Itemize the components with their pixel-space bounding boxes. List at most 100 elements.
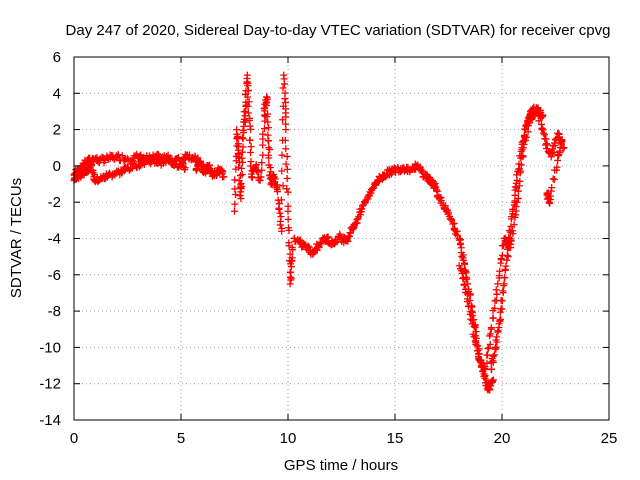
series-arc-morning-lower	[70, 155, 189, 186]
data-point-fill	[236, 172, 244, 180]
data-point-fill	[283, 152, 291, 160]
data-point-fill	[279, 84, 287, 92]
data-point-fill	[513, 171, 521, 179]
data-point-fill	[240, 129, 248, 137]
x-tick-label: 5	[177, 430, 185, 447]
data-point-fill	[279, 182, 287, 190]
data-point-fill	[282, 113, 290, 121]
data-point-fill	[489, 314, 497, 322]
data-point	[489, 376, 497, 384]
data-point-fill	[553, 163, 561, 171]
data-point-fill	[358, 205, 366, 213]
x-tick-label: 25	[601, 430, 618, 447]
data-point-fill	[265, 124, 273, 132]
data-point-fill	[287, 257, 295, 265]
data-point-fill	[237, 188, 245, 196]
y-tick-label: -14	[39, 412, 61, 429]
data-point-fill	[238, 171, 246, 179]
data-point-fill	[552, 135, 560, 143]
data-point-fill	[270, 174, 278, 182]
data-point-fill	[287, 274, 295, 282]
data-point-fill	[460, 280, 468, 288]
y-tick-label: -8	[48, 303, 61, 320]
data-point-fill	[276, 209, 284, 217]
data-point-fill	[237, 179, 245, 187]
data-point-fill	[244, 102, 252, 110]
data-point-fill	[192, 155, 200, 163]
data-point-fill	[259, 130, 267, 138]
series-arc-storm-scatter	[231, 71, 297, 288]
data-point-fill	[487, 330, 495, 338]
data-point-fill	[281, 80, 288, 88]
data-point-fill	[524, 117, 532, 125]
data-point-fill	[471, 323, 479, 331]
data-point-fill	[483, 359, 491, 367]
data-point-fill	[290, 234, 298, 242]
data-point-fill	[548, 184, 556, 192]
data-point-fill	[520, 137, 528, 145]
series-arc-noon-fragments	[192, 158, 228, 181]
data-point-fill	[509, 205, 517, 213]
data-point-fill	[284, 215, 292, 223]
data-point-fill	[543, 141, 551, 149]
data-point-fill	[231, 200, 239, 208]
data-point-fill	[501, 274, 509, 282]
data-point-fill	[263, 113, 271, 121]
data-point-fill	[550, 176, 558, 184]
data-point-fill	[232, 190, 240, 198]
data-point-fill	[497, 255, 505, 263]
x-tick-label: 0	[70, 430, 78, 447]
y-tick-label: -12	[39, 376, 61, 393]
data-point-fill	[520, 133, 528, 141]
data-point-fill	[505, 227, 513, 235]
data-point-fill	[245, 98, 253, 106]
data-point	[231, 207, 238, 215]
y-tick-labels: -14 -12 -10 -8 -6 -4 -2 0 2 4 6	[39, 49, 61, 429]
y-axis-label: SDTVAR / TECUs	[8, 178, 25, 298]
data-point-fill	[262, 102, 270, 110]
data-point-fill	[238, 134, 246, 142]
data-point-fill	[499, 287, 507, 295]
data-point	[558, 136, 566, 144]
data-point-fill	[467, 315, 475, 323]
y-tick-label: 4	[53, 85, 61, 102]
data-point-fill	[466, 291, 474, 299]
data-point-fill	[241, 118, 249, 126]
y-tick-label: 0	[53, 158, 61, 175]
data-point-fill	[502, 262, 510, 270]
data-point	[500, 280, 508, 288]
data-point-fill	[512, 179, 520, 187]
data-point-fill	[481, 372, 489, 380]
data-point-fill	[492, 286, 500, 294]
data-point-fill	[282, 160, 290, 168]
data-point-fill	[433, 186, 441, 194]
axis-ticks	[73, 56, 610, 421]
x-tick-label: 15	[387, 430, 404, 447]
data-point	[547, 153, 555, 161]
data-point-fill	[248, 174, 256, 182]
series-arc-evening-drop	[423, 171, 497, 394]
data-point-fill	[244, 87, 252, 95]
data-point-fill	[231, 176, 239, 184]
data-point-fill	[488, 365, 496, 373]
data-point-fill	[548, 145, 556, 153]
data-point-fill	[492, 343, 500, 351]
data-point-fill	[496, 315, 504, 323]
data-point-fill	[506, 235, 514, 243]
data-point-fill	[490, 351, 498, 359]
data-point-fill	[364, 195, 372, 203]
data-point-fill	[542, 135, 550, 143]
data-point	[455, 262, 463, 270]
data-point-fill	[277, 196, 285, 204]
chart-title: Day 247 of 2020, Sidereal Day-to-day VTE…	[66, 22, 611, 39]
data-point-fill	[535, 111, 543, 119]
data-point-fill	[494, 328, 502, 336]
data-point-fill	[489, 352, 497, 360]
data-point-fill	[496, 267, 504, 275]
data-point-fill	[282, 99, 290, 107]
data-point-fill	[247, 143, 255, 151]
data-point-fill	[465, 302, 473, 310]
data-point-fill	[265, 154, 273, 162]
data-point-fill	[238, 154, 246, 162]
